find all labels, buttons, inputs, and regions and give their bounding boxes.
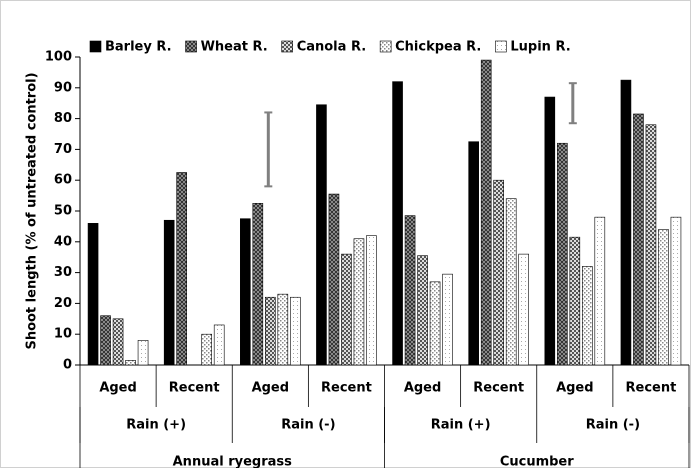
bar	[557, 142, 568, 366]
bar	[366, 235, 377, 366]
x-tick-label: Aged	[556, 381, 594, 396]
bar	[125, 360, 136, 366]
y-tick-label: 90	[54, 80, 72, 95]
x-tick-label: Recent	[169, 381, 220, 396]
bar	[480, 59, 492, 366]
y-tick-label: 80	[54, 111, 72, 126]
category-group-label: Rain (-)	[281, 418, 335, 433]
x-tick-label: Recent	[473, 381, 524, 396]
bar	[417, 255, 428, 366]
x-tick-label: Aged	[252, 381, 290, 396]
y-axis-label: Shoot length (% of untreated control)	[25, 72, 40, 349]
bar	[252, 203, 264, 366]
bar	[265, 296, 276, 366]
legend-swatch	[495, 40, 507, 53]
bar	[670, 216, 682, 366]
category-group-label: Rain (+)	[126, 418, 186, 433]
category-group-label: Rain (-)	[586, 418, 640, 433]
legend-swatch	[281, 40, 293, 53]
legend-label: Chickpea R.	[395, 40, 481, 55]
bar	[645, 124, 657, 366]
category-group-label: Rain (+)	[431, 418, 491, 433]
bar	[87, 223, 99, 366]
legend-swatch	[185, 40, 197, 53]
x-tick-label: Aged	[404, 381, 442, 396]
bar	[620, 79, 632, 366]
category-group-label: Annual ryegrass	[173, 455, 293, 468]
bar	[112, 318, 124, 366]
bar	[290, 296, 301, 366]
bar	[353, 238, 365, 366]
bar	[392, 81, 403, 366]
y-tick-label: 100	[45, 50, 72, 65]
bar	[316, 104, 327, 366]
bar	[328, 193, 340, 366]
bar	[544, 96, 556, 366]
bar	[442, 273, 453, 366]
legend-label: Lupin R.	[510, 40, 570, 55]
bar	[201, 333, 212, 366]
legend-label: Canola R.	[297, 40, 366, 55]
bar	[518, 253, 529, 366]
bar	[240, 218, 251, 366]
bar	[341, 253, 352, 366]
y-tick-label: 70	[54, 142, 72, 157]
bar	[404, 215, 416, 366]
x-tick-label: Aged	[99, 381, 137, 396]
bar	[582, 266, 593, 366]
legend-swatch	[89, 40, 102, 53]
y-tick-label: 0	[63, 358, 72, 373]
bar	[429, 281, 441, 366]
legend-label: Barley R.	[105, 40, 172, 55]
bar	[633, 113, 644, 366]
bar	[493, 179, 504, 366]
x-tick-label: Recent	[321, 381, 372, 396]
x-tick-label: Recent	[626, 381, 677, 396]
y-tick-label: 60	[54, 173, 72, 188]
bar	[137, 340, 149, 366]
bar	[213, 324, 225, 366]
y-tick-label: 30	[54, 265, 72, 280]
category-group-label: Cucumber	[500, 455, 574, 468]
bar	[277, 293, 289, 366]
y-tick-label: 10	[54, 327, 72, 342]
y-tick-label: 40	[54, 234, 72, 249]
legend-label: Wheat R.	[201, 40, 268, 55]
bar	[163, 219, 175, 366]
bar	[569, 236, 581, 366]
bar	[594, 216, 606, 366]
y-tick-label: 20	[54, 296, 72, 311]
y-tick-label: 50	[54, 204, 72, 219]
bar	[100, 315, 111, 366]
bar	[468, 141, 479, 366]
bar	[176, 172, 187, 366]
bar	[658, 229, 669, 366]
bar	[505, 198, 517, 366]
legend-swatch	[379, 40, 392, 53]
